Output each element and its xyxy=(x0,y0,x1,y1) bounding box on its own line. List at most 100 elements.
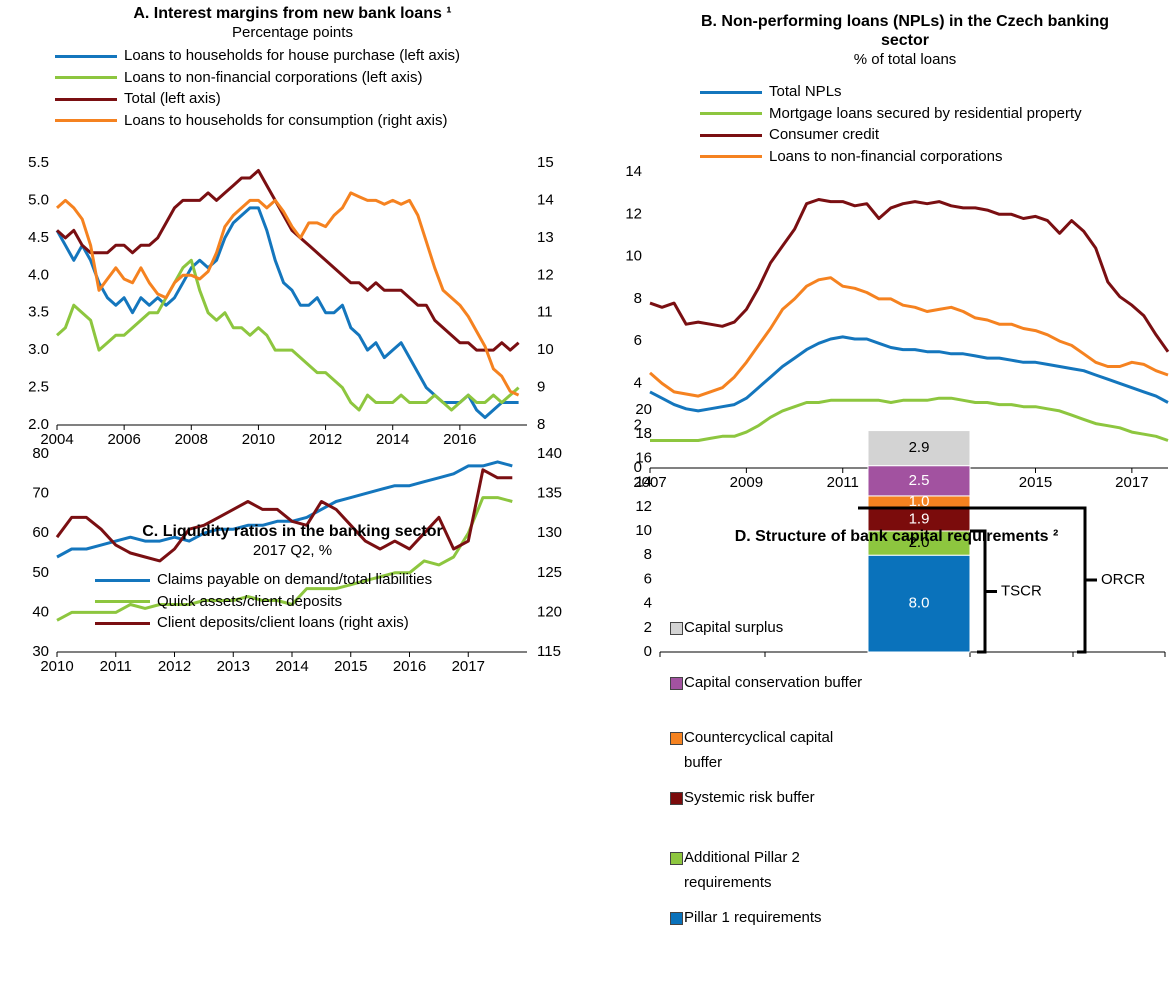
x-tick-label: 2006 xyxy=(107,431,140,448)
legend-swatch xyxy=(700,90,762,94)
chart-subtitle: 2017 Q2, % xyxy=(252,542,333,559)
legend-label: Quick assets/client deposits xyxy=(157,592,343,610)
x-tick-label: 2016 xyxy=(443,431,476,448)
x-tick-label: 2010 xyxy=(40,658,73,675)
legend-swatch xyxy=(700,133,762,137)
value-label: 2.0 xyxy=(909,534,930,551)
bracket xyxy=(858,506,1097,654)
legend-entry: Loans to non-financial corporations (lef… xyxy=(55,68,423,88)
legend-swatch xyxy=(670,732,683,745)
x-tick-label: 2012 xyxy=(309,431,342,448)
series-line xyxy=(56,496,513,622)
legend-label: Client deposits/client loans (right axis… xyxy=(157,614,409,631)
legend-label: Loans to non-financial corporations xyxy=(769,147,1003,165)
series-line xyxy=(649,198,1170,353)
bar-segment xyxy=(867,465,971,497)
y2-tick-label: 140 xyxy=(537,445,562,462)
y-tick-label: 14 xyxy=(635,474,652,491)
legend-swatch xyxy=(700,112,762,115)
y-tick-label: 80 xyxy=(32,445,49,462)
legend-label: Loans to households for house purchase (… xyxy=(124,47,461,64)
y2-tick-label: 9 xyxy=(537,379,545,396)
y-tick-label: 8 xyxy=(634,290,642,307)
y-tick-label: 5.5 xyxy=(28,154,49,171)
legend-entry: Mortgage loans secured by residential pr… xyxy=(700,104,1082,124)
chart-header: D. Structure of bank capital requirement… xyxy=(620,527,1173,546)
y-tick-label: 12 xyxy=(625,205,642,222)
y-tick-label: 10 xyxy=(625,248,642,265)
x-tick-label: 2012 xyxy=(158,658,191,675)
y-tick-label: 10 xyxy=(635,522,652,539)
legend-swatch xyxy=(55,76,117,79)
series-line xyxy=(56,169,520,352)
legend-entry: Loans to households for house purchase (… xyxy=(55,46,460,66)
legend-swatch xyxy=(95,600,150,603)
legend-swatch xyxy=(670,912,683,925)
value-label: 1.9 xyxy=(909,510,930,527)
legend-entry: Claims payable on demand/total liabiliti… xyxy=(95,570,432,590)
legend-label: Capital conservation buffer xyxy=(684,674,863,691)
y-tick-label: 4.5 xyxy=(28,229,49,246)
y-tick-label: 20 xyxy=(635,401,652,418)
y-tick-label: 2 xyxy=(634,417,642,434)
legend-label: Consumer credit xyxy=(769,126,880,143)
legend-label: Total (left axis) xyxy=(124,90,221,107)
y2-tick-label: 130 xyxy=(537,524,562,541)
value-label: 1.0 xyxy=(909,493,930,510)
y2-tick-label: 120 xyxy=(537,603,562,620)
x-tick-label: 2008 xyxy=(175,431,208,448)
y-tick-label: 60 xyxy=(32,524,49,541)
series-line xyxy=(55,206,519,419)
y2-tick-label: 125 xyxy=(537,564,562,581)
annotation: TSCR xyxy=(1001,582,1042,599)
legend-swatch xyxy=(670,622,683,635)
series-line xyxy=(649,276,1169,398)
chart-title: C. Liquidity ratios in the banking secto… xyxy=(142,523,443,540)
legend-swatch xyxy=(95,578,150,582)
chart-header: C. Liquidity ratios in the banking secto… xyxy=(0,522,585,560)
legend-label: Loans to non-financial corporations (lef… xyxy=(124,68,423,86)
legend-swatch xyxy=(95,621,150,625)
series-line xyxy=(650,396,1169,442)
x-tick-label: 2015 xyxy=(1019,474,1052,491)
y-tick-label: 4 xyxy=(634,374,642,391)
legend-label: Total NPLs xyxy=(769,83,842,100)
y-tick-label: 70 xyxy=(32,485,49,502)
y-tick-label: 3.0 xyxy=(28,341,49,358)
x-tick-label: 2007 xyxy=(633,474,666,491)
bracket xyxy=(970,529,997,654)
series-line xyxy=(649,335,1169,413)
y2-tick-label: 15 xyxy=(537,154,554,171)
chart-subtitle: Percentage points xyxy=(232,24,353,41)
y-tick-label: 40 xyxy=(32,603,49,620)
series-line xyxy=(56,460,513,559)
chart-header: A. Interest margins from new bank loans … xyxy=(0,4,585,42)
y2-tick-label: 10 xyxy=(537,341,554,358)
legend-swatch xyxy=(670,792,683,805)
x-tick-label: 2014 xyxy=(275,658,308,675)
value-label: 8.0 xyxy=(909,595,930,612)
y2-tick-label: 14 xyxy=(537,191,554,208)
chart-header: B. Non-performing loans (NPLs) in the Cz… xyxy=(690,12,1120,69)
legend-swatch xyxy=(670,852,683,865)
legend-entry: Quick assets/client deposits xyxy=(95,592,342,612)
y-tick-label: 0 xyxy=(644,643,652,660)
legend-label: Pillar 1 requirements xyxy=(684,909,822,926)
y-tick-label: 12 xyxy=(635,498,652,515)
y-tick-label: 8 xyxy=(644,546,652,563)
value-label: 2.9 xyxy=(909,439,930,456)
y-tick-label: 6 xyxy=(644,570,652,587)
legend-swatch xyxy=(700,155,762,158)
chart-title: A. Interest margins from new bank loans … xyxy=(133,5,452,22)
y-tick-label: 4.0 xyxy=(28,266,49,283)
legend-label: Claims payable on demand/total liabiliti… xyxy=(157,571,433,588)
legend-swatch xyxy=(670,677,683,690)
x-tick-label: 2016 xyxy=(393,658,426,675)
x-tick-label: 2015 xyxy=(334,658,367,675)
series-line xyxy=(56,258,520,412)
x-tick-label: 2014 xyxy=(376,431,409,448)
legend-label: Systemic risk buffer xyxy=(684,789,815,806)
y-tick-label: 16 xyxy=(635,449,652,466)
